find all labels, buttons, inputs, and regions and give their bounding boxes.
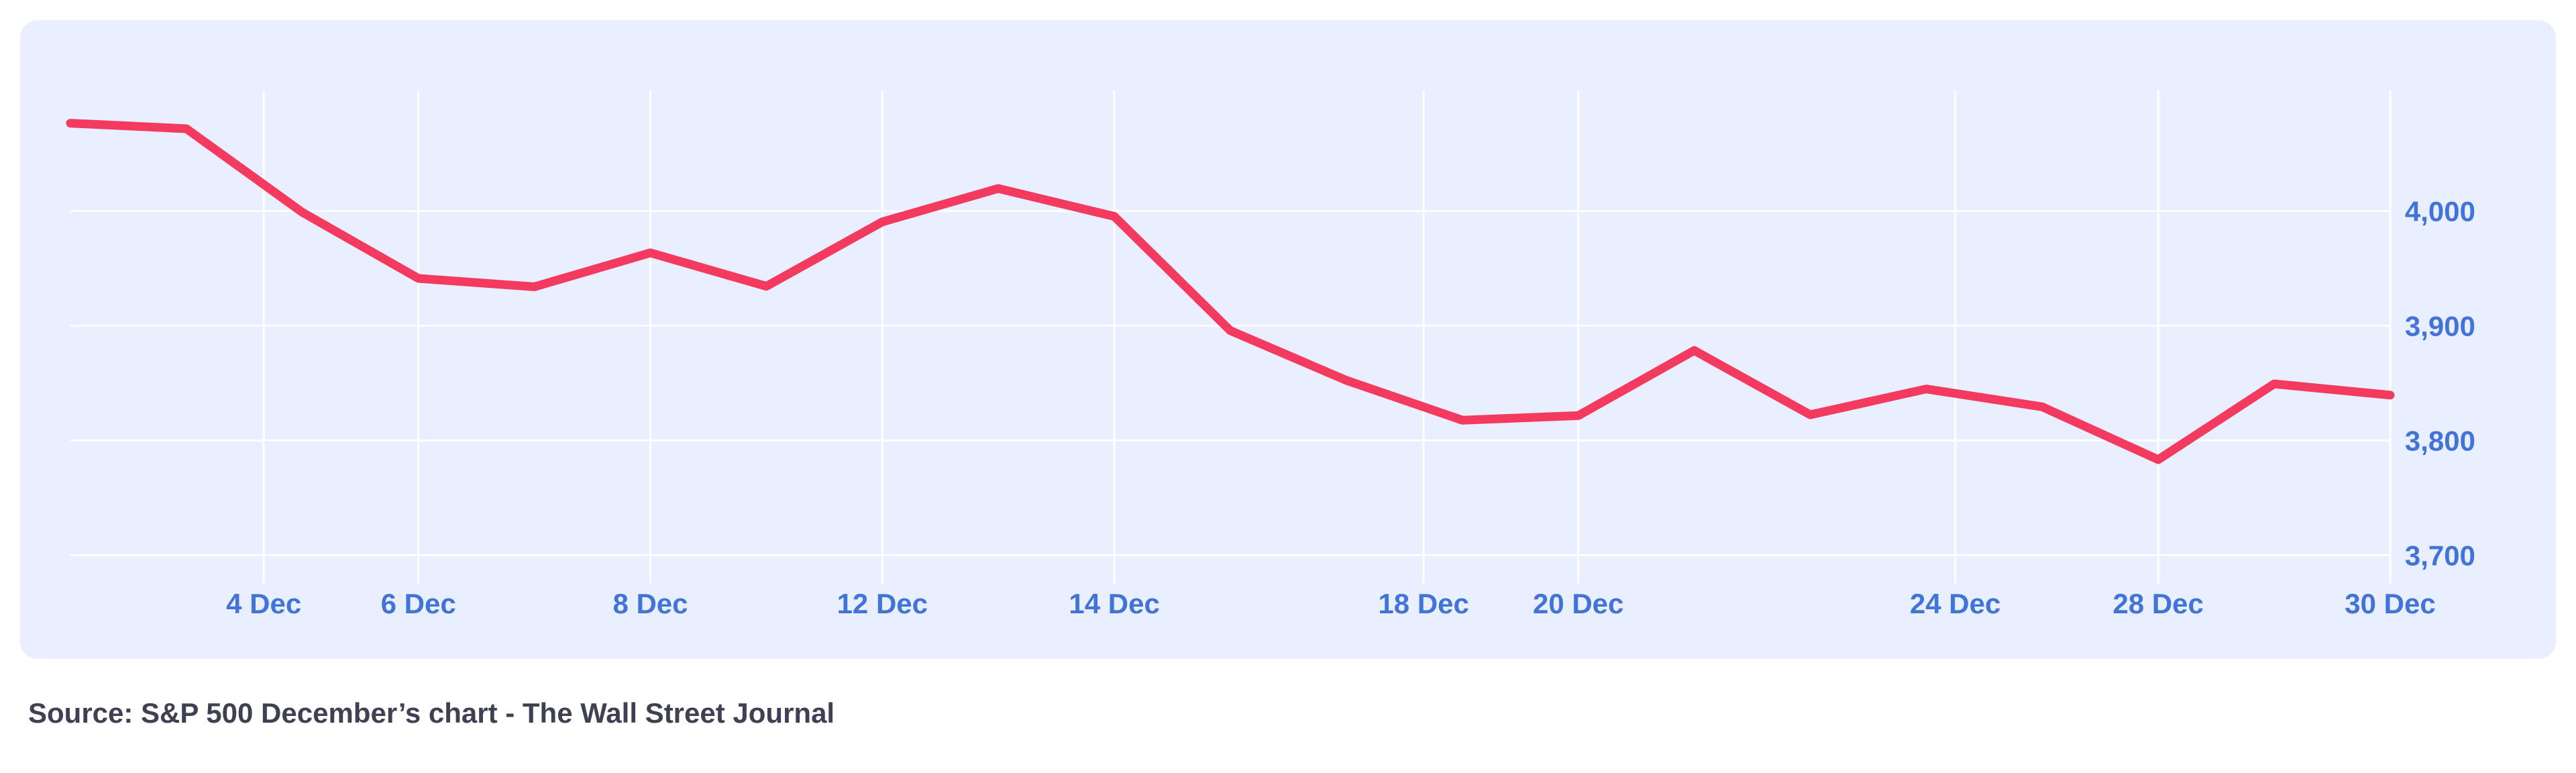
x-tick-label: 4 Dec: [226, 588, 301, 619]
x-tick-label: 18 Dec: [1378, 588, 1468, 619]
x-tick-label: 14 Dec: [1069, 588, 1159, 619]
source-text: Source: S&P 500 December’s chart -: [28, 697, 523, 729]
chart-card: 4,000 3,900 3,800 3,700 4 Dec 6 Dec 8 Dec 12 De…: [20, 20, 2556, 659]
x-tick-label: 6 Dec: [381, 588, 456, 619]
y-tick-label: 3,700: [2405, 539, 2475, 571]
x-tick-label: 12 Dec: [837, 588, 928, 619]
sp500-line-chart: 4,000 3,900 3,800 3,700 4 Dec 6 Dec 8 Dec 12 De…: [66, 91, 2475, 619]
x-tick-label: 20 Dec: [1533, 588, 1623, 619]
x-tick-label: 28 Dec: [2112, 588, 2203, 619]
x-tick-label: 8 Dec: [612, 588, 688, 619]
y-tick-label: 4,000: [2405, 195, 2475, 227]
y-tick-label: 3,900: [2405, 310, 2475, 342]
y-tick-label: 3,800: [2405, 425, 2475, 456]
source-caption: Source: S&P 500 December’s chart - The W…: [28, 697, 835, 730]
sp500-series-line: [66, 119, 2395, 464]
source-publisher: The Wall Street Journal: [522, 697, 835, 729]
x-tick-label: 30 Dec: [2345, 588, 2435, 619]
x-tick-label: 24 Dec: [1910, 588, 2000, 619]
